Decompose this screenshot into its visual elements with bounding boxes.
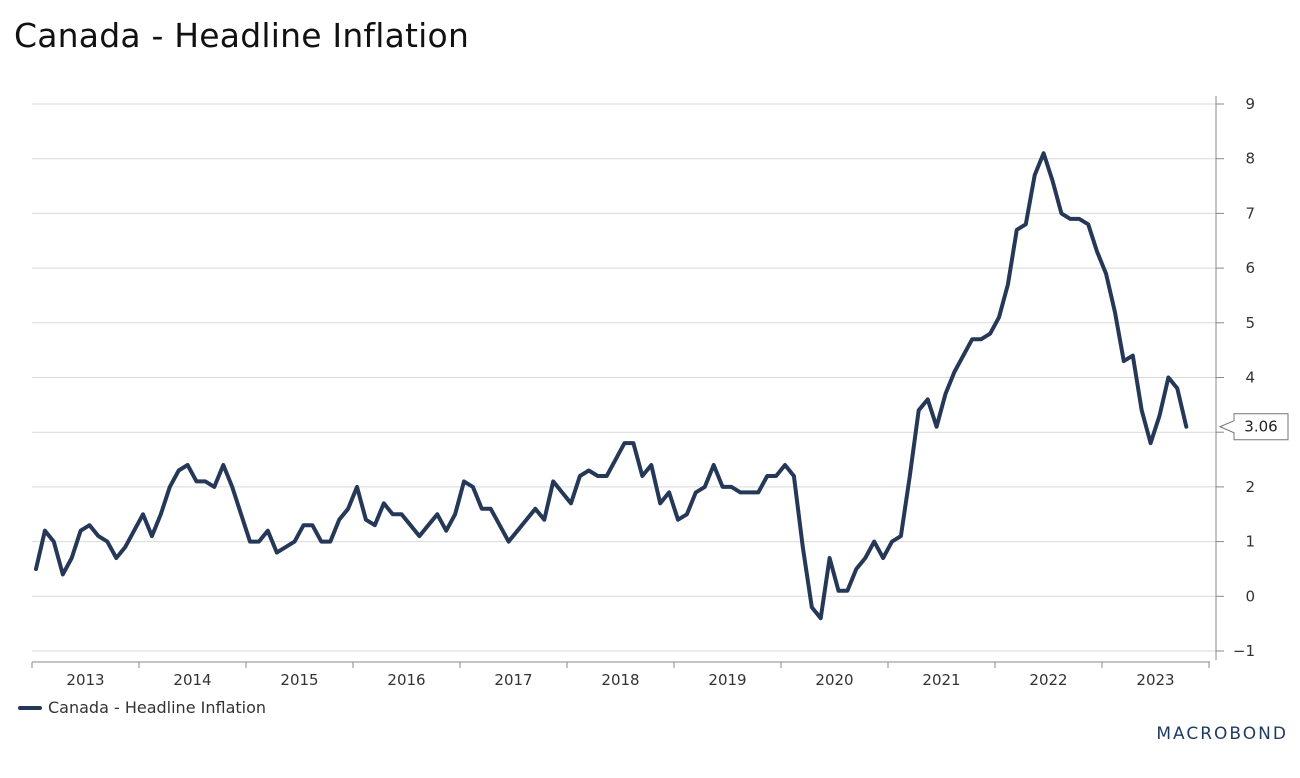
y-tick-label: 4 [1245,369,1255,387]
x-tick-label: 2019 [708,671,746,689]
axes: 9876543210−12013201420152016201720182019… [31,95,1255,689]
grid-lines [32,103,1216,652]
y-tick-label: −1 [1233,642,1255,660]
y-tick-label: 0 [1245,587,1255,605]
legend-label: Canada - Headline Inflation [48,698,267,717]
series-layer [34,151,1189,621]
x-tick-label: 2018 [601,671,639,689]
series-line [34,151,1189,621]
last-value-label: 3.06 [1244,418,1277,436]
y-tick-label: 8 [1245,150,1255,168]
brand-logo: MACROBOND [1156,724,1288,744]
y-tick-label: 1 [1245,533,1255,551]
x-tick-label: 2014 [173,671,211,689]
x-tick-label: 2015 [280,671,318,689]
last-value-callout: 3.06 [1218,413,1289,441]
x-tick-label: 2020 [815,671,853,689]
x-tick-label: 2021 [922,671,960,689]
y-tick-label: 7 [1245,204,1255,222]
legend: Canada - Headline Inflation [18,698,266,717]
x-tick-label: 2017 [494,671,532,689]
y-tick-label: 5 [1245,314,1255,332]
x-tick-label: 2016 [387,671,425,689]
x-tick-label: 2022 [1029,671,1067,689]
x-tick-label: 2013 [66,671,104,689]
legend-swatch [18,705,42,710]
y-tick-label: 2 [1245,478,1255,496]
callout-box [1218,413,1289,441]
y-tick-label: 6 [1245,259,1255,277]
y-tick-label: 9 [1245,95,1255,113]
x-tick-label: 2023 [1136,671,1174,689]
chart-title: Canada - Headline Inflation [14,16,470,55]
